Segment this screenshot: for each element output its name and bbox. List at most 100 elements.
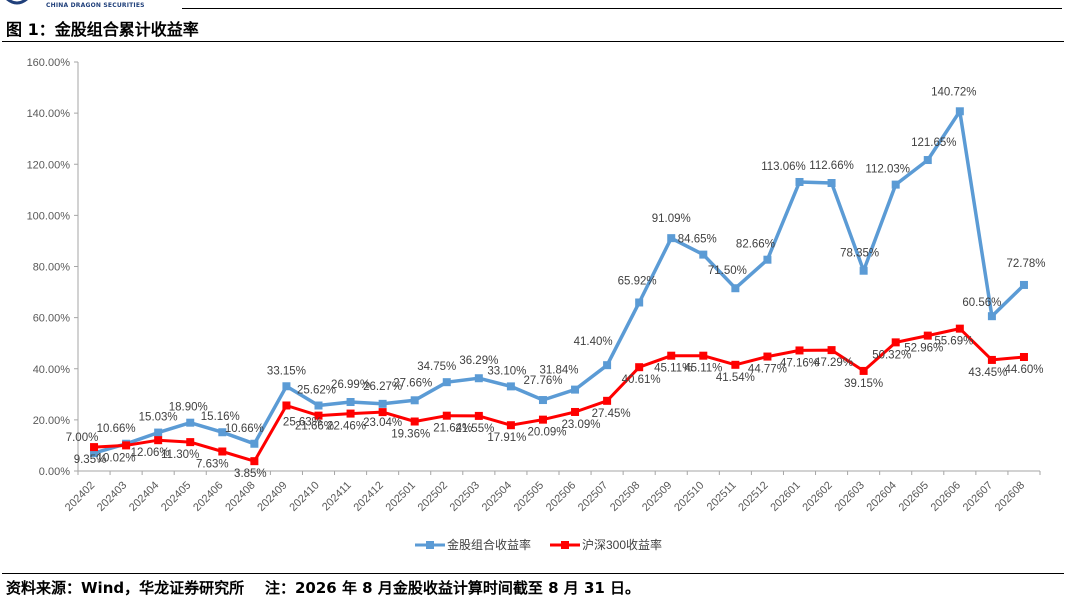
jingu-data-label: 10.66%	[97, 423, 136, 435]
hs300-data-label: 39.15%	[844, 378, 883, 390]
hs300-data-label: 9.35%	[74, 454, 107, 466]
jingu-data-label: 33.15%	[267, 365, 306, 377]
y-tick-label: 100.00%	[27, 210, 71, 222]
hs300-data-label: 47.29%	[814, 357, 853, 369]
jingu-data-label: 26.27%	[363, 381, 402, 393]
china-dragon-logo-icon	[6, 0, 28, 5]
hs300-data-label: 22.46%	[327, 421, 366, 433]
jingu-point	[635, 298, 644, 307]
x-tick-label: 202508	[608, 479, 642, 513]
hs300-data-label: 40.61%	[622, 374, 661, 386]
jingu-point	[1019, 280, 1028, 289]
jingu-point	[410, 396, 419, 405]
hs300-point	[795, 346, 804, 355]
hs300-point	[314, 411, 323, 420]
hs300-point	[474, 411, 483, 420]
y-tick-label: 140.00%	[27, 108, 71, 120]
x-tick-label: 202608	[993, 479, 1027, 513]
jingu-data-label: 112.03%	[865, 164, 910, 176]
x-tick-label: 202507	[576, 479, 610, 513]
hs300-data-label: 47.16%	[780, 357, 819, 369]
jingu-point	[731, 284, 740, 293]
x-tick-label: 202512	[736, 479, 770, 513]
hs300-data-label: 7.63%	[196, 458, 229, 470]
jingu-point	[603, 361, 612, 370]
hs300-data-label: 55.69%	[934, 336, 973, 348]
x-tick-label: 202603	[832, 479, 866, 513]
x-tick-label: 202607	[961, 479, 995, 513]
y-tick-label: 40.00%	[33, 364, 71, 376]
hs300-point	[699, 351, 708, 360]
jingu-data-label: 60.56%	[962, 297, 1001, 309]
hs300-point	[635, 363, 644, 372]
hs300-data-label: 21.55%	[455, 423, 494, 435]
x-tick-label: 202409	[255, 479, 289, 513]
jingu-data-label: 65.92%	[618, 275, 657, 287]
jingu-point	[282, 382, 291, 391]
jingu-data-label: 15.03%	[139, 412, 178, 424]
x-tick-label: 202408	[223, 479, 257, 513]
hs300-data-label: 25.63%	[283, 416, 322, 428]
hs300-data-label: 10.02%	[97, 452, 136, 464]
jingu-data-label: 27.66%	[393, 377, 432, 389]
jingu-data-label: 84.65%	[678, 234, 717, 246]
hs300-point	[186, 438, 195, 447]
jingu-data-label: 121.65%	[911, 137, 956, 149]
x-tick-label: 202406	[191, 479, 225, 513]
x-tick-label: 202511	[705, 479, 739, 513]
y-tick-label: 0.00%	[39, 466, 70, 478]
hs300-point	[218, 447, 227, 456]
x-tick-label: 202606	[929, 479, 963, 513]
jingu-point	[859, 266, 868, 275]
hs300-data-label: 52.96%	[904, 343, 943, 355]
jingu-data-label: 72.78%	[1006, 258, 1045, 270]
jingu-point	[667, 234, 676, 243]
header-rule	[182, 8, 1062, 9]
jingu-data-label: 25.62%	[297, 385, 336, 397]
hs300-point	[250, 457, 259, 466]
hs300-data-label: 17.91%	[487, 432, 526, 444]
x-tick-label: 202404	[127, 479, 161, 513]
hs300-data-label: 44.60%	[1004, 364, 1043, 376]
jingu-data-label: 140.72%	[931, 86, 976, 98]
jingu-data-label: 113.06%	[761, 161, 806, 173]
hs300-data-label: 23.09%	[562, 419, 601, 431]
legend-marker	[426, 541, 434, 549]
legend-label: 金股组合收益率	[447, 537, 531, 552]
x-tick-label: 202601	[768, 479, 802, 513]
jingu-data-label: 26.99%	[331, 379, 370, 391]
jingu-data-label: 36.29%	[459, 355, 498, 367]
y-tick-label: 160.00%	[27, 57, 71, 69]
jingu-point	[538, 396, 547, 405]
hs300-point	[410, 417, 419, 426]
hs300-point	[90, 443, 99, 452]
jingu-point	[442, 378, 451, 387]
hs300-point	[923, 331, 932, 340]
jingu-data-label: 15.16%	[201, 411, 240, 423]
jingu-point	[923, 156, 932, 165]
y-tick-label: 120.00%	[27, 159, 71, 171]
jingu-data-label: 27.76%	[523, 375, 562, 387]
company-name: CHINA DRAGON SECURITIES	[46, 2, 145, 9]
jingu-point	[218, 428, 227, 437]
hs300-point	[506, 421, 515, 430]
jingu-data-label: 91.09%	[652, 213, 691, 225]
hs300-point	[538, 415, 547, 424]
x-tick-label: 202501	[384, 479, 418, 513]
hs300-data-label: 20.09%	[527, 427, 566, 439]
hs300-data-label: 3.85%	[234, 468, 267, 480]
jingu-point	[795, 177, 804, 186]
hs300-data-label: 21.64%	[433, 423, 472, 435]
y-tick-label: 20.00%	[33, 415, 71, 427]
hs300-data-label: 19.36%	[391, 429, 430, 441]
hs300-data-label: 21.66%	[295, 421, 334, 433]
jingu-point	[314, 401, 323, 410]
y-tick-label: 80.00%	[33, 262, 71, 274]
jingu-point	[378, 399, 387, 408]
footer-rule	[2, 573, 1064, 574]
jingu-data-label: 71.50%	[708, 265, 747, 277]
hs300-point	[346, 409, 355, 418]
x-tick-label: 202504	[480, 479, 514, 513]
hs300-data-label: 41.54%	[716, 372, 755, 384]
jingu-point	[699, 250, 708, 259]
